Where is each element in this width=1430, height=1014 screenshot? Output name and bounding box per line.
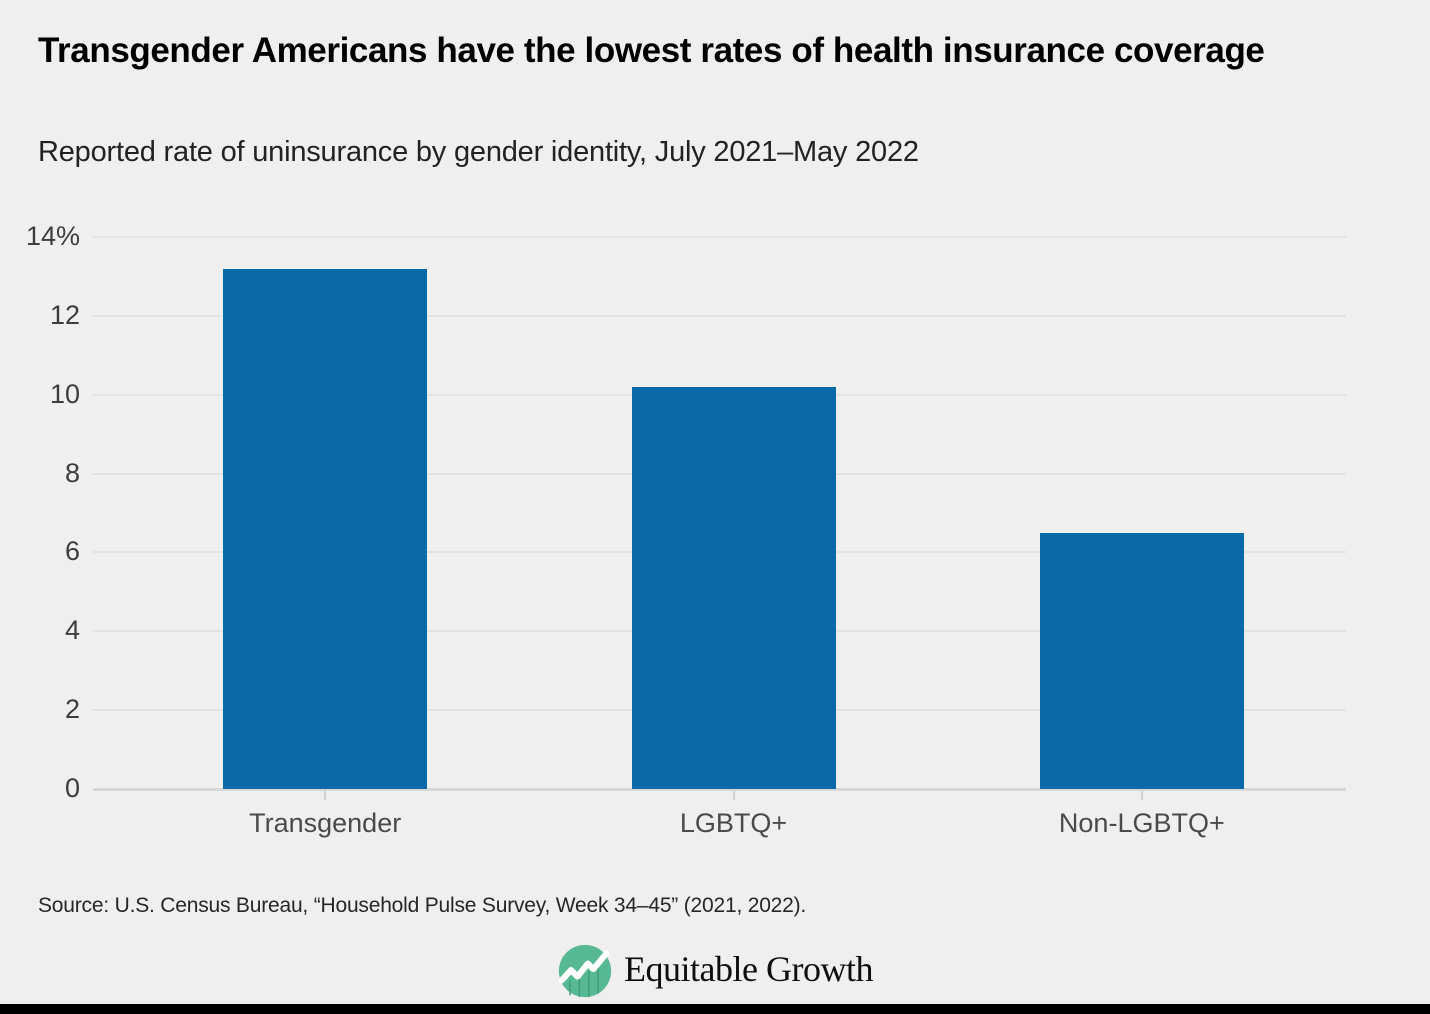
gridline-0 <box>93 788 1346 791</box>
y-tick-label: 10 <box>49 378 80 409</box>
bottom-black-bar <box>0 1004 1430 1014</box>
equitable-growth-logo: Equitable Growth <box>0 941 1430 1001</box>
rising-line-chart-icon <box>558 944 612 998</box>
y-tick-label: 0 <box>64 773 80 803</box>
bar-transgender <box>223 268 428 789</box>
gridline-14 <box>93 236 1346 238</box>
x-category-label-lgbtq: LGBTQ+ <box>679 808 788 838</box>
y-tick-label: 6 <box>64 536 80 567</box>
source-note: Source: U.S. Census Bureau, “Household P… <box>38 894 807 917</box>
logo-wordmark: Equitable Growth <box>624 949 873 989</box>
y-tick-label: 2 <box>64 694 80 725</box>
y-tick-label: 4 <box>64 615 80 646</box>
bar-lgbtq <box>631 386 836 789</box>
x-tick-non-lgbtq <box>1140 791 1143 800</box>
y-tick-label: 8 <box>64 457 80 488</box>
gridline-12 <box>93 314 1346 317</box>
x-tick-transgender <box>324 791 327 800</box>
bar-non-lgbtq <box>1039 532 1244 789</box>
chart-title: Transgender Americans have the lowest ra… <box>38 31 1265 70</box>
chart-subtitle: Reported rate of uninsurance by gender i… <box>38 136 919 168</box>
x-category-label-transgender: Transgender <box>249 808 402 838</box>
y-tick-label: 14% <box>25 221 80 251</box>
y-tick-label: 12 <box>49 299 80 330</box>
x-tick-lgbtq <box>732 791 735 800</box>
x-category-label-non-lgbtq: Non-LGBTQ+ <box>1058 808 1225 838</box>
